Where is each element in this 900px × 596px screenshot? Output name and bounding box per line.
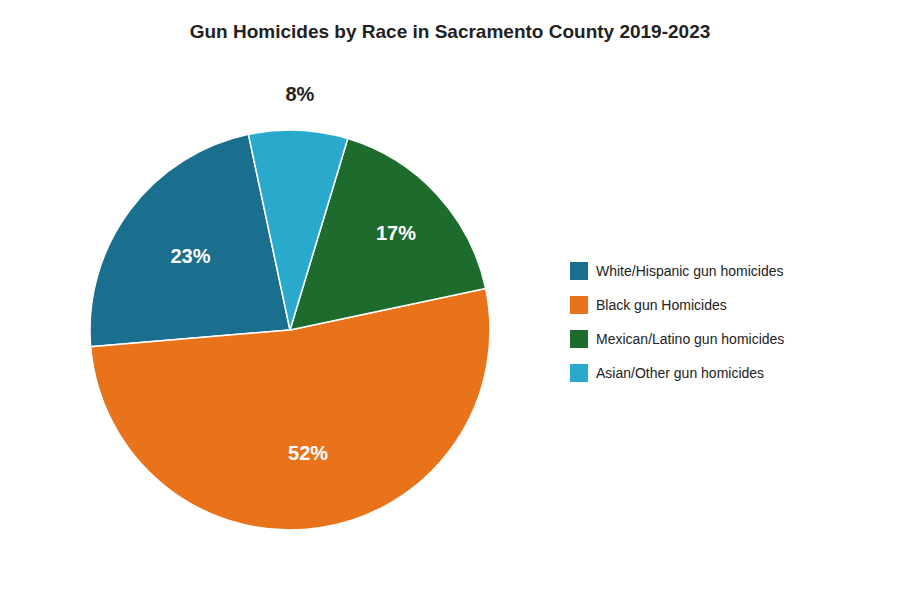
data-labels: 23% 52% 17% 8% [170,83,416,463]
legend: White/Hispanic gun homicides Black gun Ho… [570,262,784,382]
legend-swatch [570,296,588,314]
pie-slice [248,130,347,330]
legend-swatch [570,262,588,280]
legend-label: Black gun Homicides [596,297,727,313]
chart-svg: Gun Homicides by Race in Sacramento Coun… [0,0,900,596]
data-label: 8% [285,83,314,105]
legend-item: Asian/Other gun homicides [570,364,764,382]
pie-group [90,130,490,530]
legend-label: Asian/Other gun homicides [596,365,764,381]
legend-swatch [570,330,588,348]
legend-swatch [570,364,588,382]
data-label: 23% [170,245,210,267]
data-label: 52% [288,442,328,464]
legend-item: White/Hispanic gun homicides [570,262,784,280]
legend-item: Mexican/Latino gun homicides [570,330,784,348]
legend-label: Mexican/Latino gun homicides [596,331,784,347]
chart-title: Gun Homicides by Race in Sacramento Coun… [190,21,711,42]
data-label: 17% [376,222,416,244]
legend-label: White/Hispanic gun homicides [596,263,784,279]
legend-item: Black gun Homicides [570,296,727,314]
